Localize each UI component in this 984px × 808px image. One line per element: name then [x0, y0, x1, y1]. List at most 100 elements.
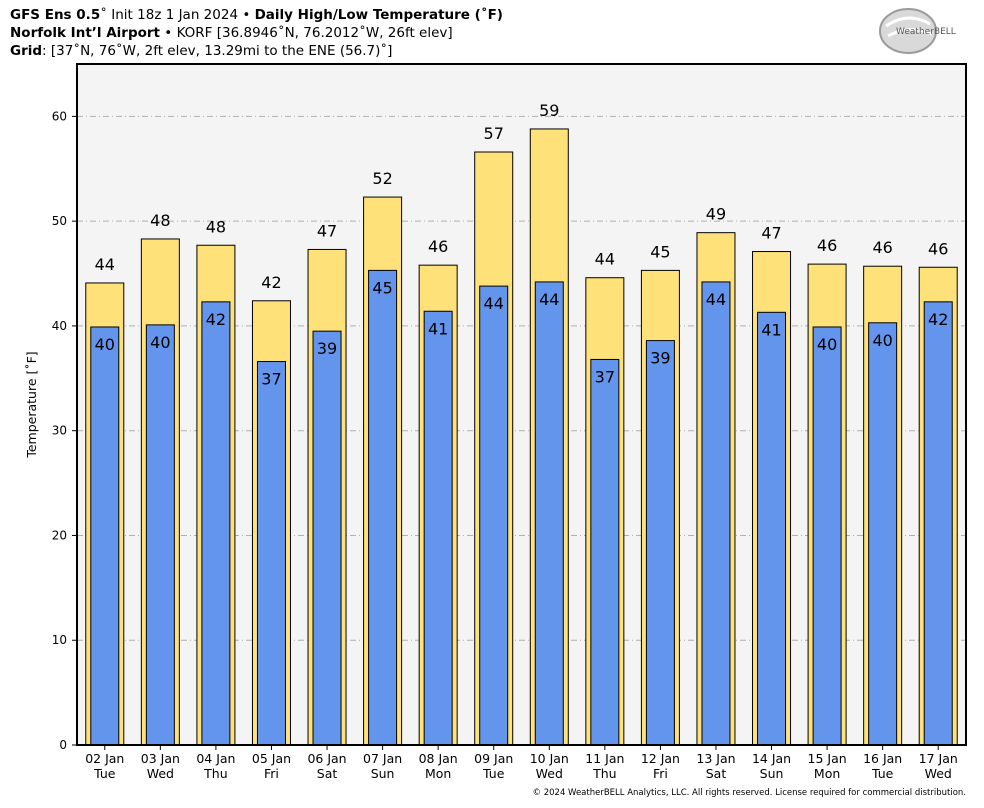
- model-name: GFS Ens 0.5: [10, 7, 101, 23]
- low-bar: [590, 358, 620, 746]
- low-label: 41: [761, 320, 781, 339]
- low-bar: [312, 330, 342, 746]
- y-tick-label: 30: [52, 424, 67, 438]
- low-label: 40: [817, 335, 837, 354]
- high-label: 44: [95, 255, 115, 274]
- low-bar: [479, 285, 509, 746]
- x-tick-day: Mon: [814, 766, 840, 781]
- low-label: 39: [650, 349, 670, 368]
- low-bar: [90, 326, 120, 746]
- x-tick-day: Sat: [706, 766, 727, 781]
- x-tick-date: 03 Jan: [141, 751, 180, 766]
- y-tick-label: 50: [52, 214, 67, 228]
- low-label: 40: [872, 331, 892, 350]
- low-label: 37: [261, 370, 281, 389]
- x-tick-date: 11 Jan: [585, 751, 624, 766]
- low-bar: [368, 269, 398, 746]
- plot-frame: [76, 63, 967, 746]
- x-tick-date: 10 Jan: [530, 751, 569, 766]
- low-bar: [201, 301, 231, 746]
- low-bar: [757, 311, 787, 746]
- chart-header: GFS Ens 0.5˚ Init 18z 1 Jan 2024 • Daily…: [10, 6, 503, 60]
- low-bar: [923, 301, 953, 746]
- low-label: 41: [428, 319, 448, 338]
- low-bar: [256, 361, 286, 746]
- x-tick-date: 14 Jan: [752, 751, 791, 766]
- x-tick-day: Sun: [760, 766, 784, 781]
- x-tick-date: 07 Jan: [363, 751, 402, 766]
- low-label: 42: [206, 310, 226, 329]
- y-tick-label: 0: [59, 738, 67, 752]
- x-tick-day: Fri: [264, 766, 279, 781]
- y-tick-label: 60: [52, 109, 67, 123]
- high-label: 59: [539, 101, 559, 120]
- low-bar: [534, 281, 564, 746]
- x-tick-date: 09 Jan: [474, 751, 513, 766]
- copyright-footer: © 2024 WeatherBELL Analytics, LLC. All r…: [532, 788, 966, 798]
- low-bar: [701, 281, 731, 746]
- x-tick-day: Tue: [871, 766, 894, 781]
- low-label: 44: [484, 294, 504, 313]
- header-line-1: GFS Ens 0.5˚ Init 18z 1 Jan 2024 • Daily…: [10, 7, 503, 23]
- low-bar: [812, 326, 842, 746]
- low-bar: [645, 340, 675, 746]
- x-tick-date: 16 Jan: [863, 751, 902, 766]
- high-label: 57: [484, 124, 504, 143]
- x-tick-date: 02 Jan: [85, 751, 124, 766]
- low-label: 40: [95, 335, 115, 354]
- y-axis-label: Temperature [˚F]: [24, 351, 39, 458]
- y-tick-label: 10: [52, 633, 67, 647]
- init-time: Init 18z 1 Jan 2024: [111, 7, 239, 23]
- high-label: 44: [595, 250, 615, 269]
- x-tick-day: Thu: [592, 766, 616, 781]
- x-tick-day: Wed: [925, 766, 952, 781]
- low-bar: [145, 324, 175, 746]
- low-label: 44: [706, 290, 726, 309]
- station-name: Norfolk Int’l Airport: [10, 25, 161, 41]
- x-tick-date: 15 Jan: [808, 751, 847, 766]
- grid-details: [37˚N, 76˚W, 2ft elev, 13.29mi to the EN…: [50, 43, 393, 59]
- high-label: 46: [817, 236, 837, 255]
- low-bar: [868, 322, 898, 746]
- x-tick-date: 08 Jan: [419, 751, 458, 766]
- x-tick-date: 12 Jan: [641, 751, 680, 766]
- logo-text: WeatherBELL: [896, 27, 956, 37]
- high-label: 46: [872, 238, 892, 257]
- header-line-2: Norfolk Int’l Airport • KORF [36.8946˚N,…: [10, 25, 453, 41]
- high-label: 48: [150, 211, 170, 230]
- weatherbell-logo: WeatherBELL: [879, 8, 956, 54]
- x-tick-day: Sat: [317, 766, 338, 781]
- product-name: Daily High/Low Temperature (˚F): [254, 7, 503, 23]
- high-label: 52: [372, 169, 392, 188]
- x-tick-date: 13 Jan: [696, 751, 735, 766]
- high-label: 47: [761, 224, 781, 243]
- high-label: 46: [928, 239, 948, 258]
- x-tick-day: Wed: [536, 766, 563, 781]
- x-tick-day: Wed: [147, 766, 174, 781]
- low-label: 40: [150, 333, 170, 352]
- low-label: 45: [372, 278, 392, 297]
- low-label: 42: [928, 310, 948, 329]
- high-label: 48: [206, 217, 226, 236]
- x-tick-day: Tue: [93, 766, 116, 781]
- x-tick-day: Sun: [371, 766, 395, 781]
- x-tick-day: Mon: [425, 766, 451, 781]
- x-tick-date: 17 Jan: [919, 751, 958, 766]
- low-label: 37: [595, 367, 615, 386]
- high-label: 45: [650, 242, 670, 261]
- x-tick-date: 05 Jan: [252, 751, 291, 766]
- high-label: 42: [261, 273, 281, 292]
- high-label: 46: [428, 237, 448, 256]
- high-label: 47: [317, 221, 337, 240]
- y-tick-label: 40: [52, 319, 67, 333]
- header-line-3: Grid: [37˚N, 76˚W, 2ft elev, 13.29mi to …: [10, 43, 393, 59]
- x-tick-day: Fri: [653, 766, 668, 781]
- low-label: 44: [539, 290, 559, 309]
- high-label: 49: [706, 205, 726, 224]
- low-label: 39: [317, 339, 337, 358]
- y-tick-label: 20: [52, 528, 67, 542]
- x-tick-date: 06 Jan: [307, 751, 346, 766]
- grid-label: Grid: [10, 43, 43, 59]
- x-tick-day: Thu: [203, 766, 227, 781]
